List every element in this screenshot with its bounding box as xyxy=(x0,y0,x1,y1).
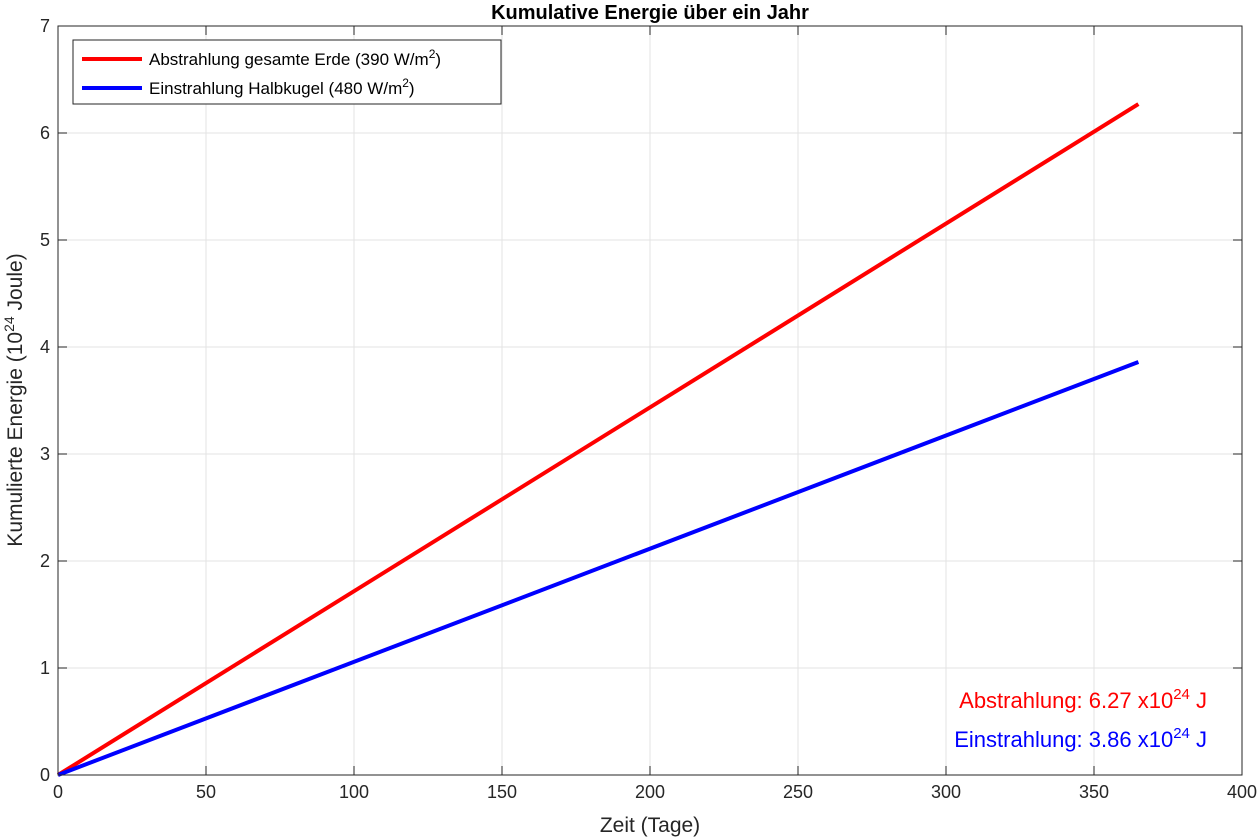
x-axis-title: Zeit (Tage) xyxy=(600,814,700,837)
x-tick-label: 350 xyxy=(1079,782,1109,802)
legend-label-radiation-in-main: Einstrahlung Halbkugel (480 W/m xyxy=(149,79,402,98)
x-tick-label: 150 xyxy=(487,782,517,802)
annotation-radiation-in-sup: 24 xyxy=(1173,725,1190,742)
x-tick-label: 100 xyxy=(339,782,369,802)
y-tick-label: 1 xyxy=(40,658,50,678)
y-tick-label: 6 xyxy=(40,123,50,143)
annotation-radiation-in-label: Einstrahlung: 3.86 x10 xyxy=(954,727,1173,752)
annotation-radiation-out: Abstrahlung: 6.27 x1024 J xyxy=(959,686,1207,713)
legend: Abstrahlung gesamte Erde (390 W/m2) Eins… xyxy=(72,39,502,105)
y-axis-title: Kumulierte Energie (1024 Joule) xyxy=(1,253,27,546)
annotation-radiation-in: Einstrahlung: 3.86 x1024 J xyxy=(954,725,1207,752)
chart-title: Kumulative Energie über ein Jahr xyxy=(491,2,809,24)
annotation-radiation-out-label: Abstrahlung: 6.27 x10 xyxy=(959,688,1173,713)
annotation-radiation-out-sup: 24 xyxy=(1173,686,1190,703)
y-tick-label: 3 xyxy=(40,444,50,464)
y-tick-label: 2 xyxy=(40,551,50,571)
legend-label-radiation-out-end: ) xyxy=(435,50,441,69)
y-axis-title-prefix: Kumulierte Energie (10 xyxy=(4,332,27,547)
series-line-1 xyxy=(57,360,1140,777)
y-tick-label: 0 xyxy=(40,765,50,785)
x-tick-label: 200 xyxy=(635,782,665,802)
legend-box xyxy=(72,39,502,105)
x-tick-label: 0 xyxy=(53,782,63,802)
legend-label-radiation-out-sup: 2 xyxy=(429,47,436,61)
legend-label-radiation-in-end: ) xyxy=(409,79,415,98)
x-tick-label: 300 xyxy=(931,782,961,802)
annotation-radiation-out-unit: J xyxy=(1190,688,1207,713)
grid-layer xyxy=(58,26,1242,775)
series-layer xyxy=(56,102,1140,777)
annotation-radiation-in-unit: J xyxy=(1190,727,1207,752)
x-tick-label: 50 xyxy=(196,782,216,802)
tick-layer: 0 50 100 150 200 250 300 350 400 0 1 2 3 4 5 6 7 xyxy=(40,16,1257,802)
legend-label-radiation-in-sup: 2 xyxy=(402,76,409,90)
y-tick-label: 5 xyxy=(40,230,50,250)
series-line-0 xyxy=(56,102,1140,777)
y-tick-label: 7 xyxy=(40,16,50,36)
legend-label-radiation-in: Einstrahlung Halbkugel (480 W/m2) xyxy=(149,76,415,98)
x-tick-label: 400 xyxy=(1227,782,1257,802)
y-axis-title-exponent: 24 xyxy=(1,316,17,332)
legend-label-radiation-out: Abstrahlung gesamte Erde (390 W/m2) xyxy=(149,47,441,69)
legend-label-radiation-out-main: Abstrahlung gesamte Erde (390 W/m xyxy=(149,50,429,69)
y-tick-label: 4 xyxy=(40,337,50,357)
x-tick-label: 250 xyxy=(783,782,813,802)
y-axis-title-suffix: Joule) xyxy=(4,253,27,316)
